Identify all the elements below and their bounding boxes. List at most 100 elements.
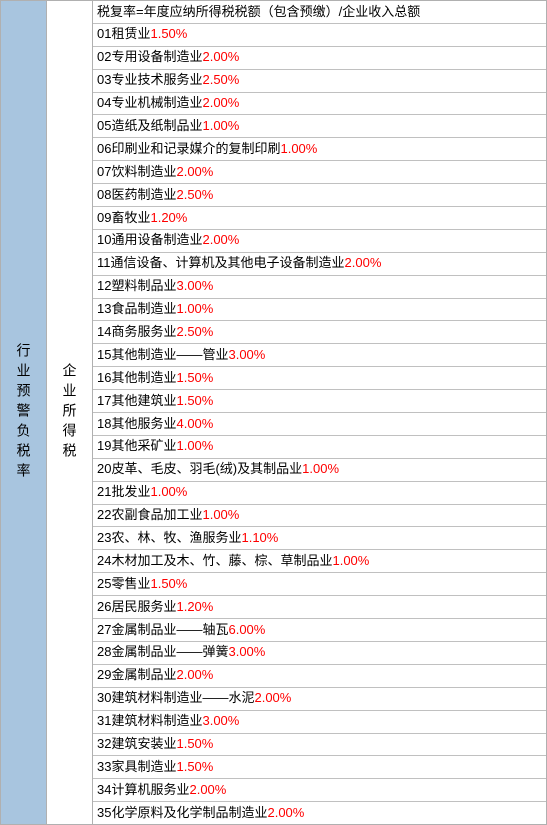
table-row: 06 印刷业和记录媒介的复制印刷 1.00% [93, 138, 546, 161]
table-row: 05 造纸及纸制品业 1.00% [93, 115, 546, 138]
tax-rate-percent: 1.00% [280, 141, 317, 158]
tax-rate-percent: 2.00% [176, 667, 213, 684]
industry-name: 专业机械制造业 [111, 95, 202, 112]
table-row: 07 饮料制造业 2.00% [93, 161, 546, 184]
industry-name: 金属制品业——弹簧 [111, 644, 228, 661]
table-row: 25 零售业 1.50% [93, 573, 546, 596]
industry-name: 商务服务业 [111, 324, 176, 341]
industry-name: 医药制造业 [111, 187, 176, 204]
row-number: 33 [97, 759, 111, 776]
industry-name: 饮料制造业 [111, 164, 176, 181]
tax-rate-percent: 1.10% [241, 530, 278, 547]
tax-rate-percent: 1.00% [332, 553, 369, 570]
industry-name: 其他服务业 [111, 416, 176, 433]
tax-rate-percent: 2.00% [189, 782, 226, 799]
industry-name: 专业技术服务业 [111, 72, 202, 89]
tax-rate-percent: 2.00% [254, 690, 291, 707]
tax-rate-percent: 3.00% [176, 278, 213, 295]
row-number: 12 [97, 278, 111, 295]
row-number: 26 [97, 599, 111, 616]
row-number: 06 [97, 141, 111, 158]
table-row: 18 其他服务业 4.00% [93, 413, 546, 436]
row-number: 24 [97, 553, 111, 570]
table-row: 09 畜牧业 1.20% [93, 207, 546, 230]
table-row: 21 批发业 1.00% [93, 482, 546, 505]
table-row: 34 计算机服务业 2.00% [93, 779, 546, 802]
row-number: 21 [97, 484, 111, 501]
industry-name: 木材加工及木、竹、藤、棕、草制品业 [111, 553, 332, 570]
table-row: 30 建筑材料制造业——水泥 2.00% [93, 688, 546, 711]
table-row: 24 木材加工及木、竹、藤、棕、草制品业 1.00% [93, 550, 546, 573]
table-row: 31 建筑材料制造业 3.00% [93, 711, 546, 734]
table-row: 13 食品制造业 1.00% [93, 299, 546, 322]
tax-rate-percent: 2.50% [202, 72, 239, 89]
industry-name: 金属制品业 [111, 667, 176, 684]
row-number: 30 [97, 690, 111, 707]
table-row: 01 租赁业 1.50% [93, 24, 546, 47]
industry-name: 其他建筑业 [111, 393, 176, 410]
row-number: 35 [97, 805, 111, 822]
table-row: 26 居民服务业 1.20% [93, 596, 546, 619]
table-row: 35 化学原料及化学制品制造业 2.00% [93, 802, 546, 824]
tax-rate-percent: 1.00% [202, 507, 239, 524]
table-row: 16 其他制造业 1.50% [93, 367, 546, 390]
row-number: 31 [97, 713, 111, 730]
tax-rate-percent: 1.00% [202, 118, 239, 135]
row-number: 07 [97, 164, 111, 181]
industry-name: 建筑材料制造业——水泥 [111, 690, 254, 707]
row-number: 01 [97, 26, 111, 43]
tax-rate-percent: 3.00% [228, 347, 265, 364]
formula-text: 税复率=年度应纳所得税税额（包含预缴）/企业收入总额 [97, 4, 420, 21]
row-number: 18 [97, 416, 111, 433]
row-number: 32 [97, 736, 111, 753]
row-number: 15 [97, 347, 111, 364]
table-row: 15 其他制造业——管业 3.00% [93, 344, 546, 367]
tax-rate-percent: 1.20% [150, 210, 187, 227]
row-number: 29 [97, 667, 111, 684]
table-row: 22 农副食品加工业 1.00% [93, 505, 546, 528]
tax-rate-percent: 2.00% [202, 49, 239, 66]
industry-name: 家具制造业 [111, 759, 176, 776]
tax-rate-table: 行业预警负税率 企业所得税 税复率=年度应纳所得税税额（包含预缴）/企业收入总额… [0, 0, 547, 825]
industry-name: 塑料制品业 [111, 278, 176, 295]
table-row: 14 商务服务业 2.50% [93, 321, 546, 344]
industry-name: 通用设备制造业 [111, 232, 202, 249]
tax-rate-percent: 1.50% [176, 370, 213, 387]
formula-header-row: 税复率=年度应纳所得税税额（包含预缴）/企业收入总额 [93, 1, 546, 24]
industry-name: 食品制造业 [111, 301, 176, 318]
tax-rate-percent: 2.50% [176, 187, 213, 204]
row-number: 20 [97, 461, 111, 478]
industry-name: 化学原料及化学制品制造业 [111, 805, 267, 822]
table-row: 04 专业机械制造业 2.00% [93, 93, 546, 116]
industry-name: 零售业 [111, 576, 150, 593]
industry-name: 其他采矿业 [111, 438, 176, 455]
table-row: 33 家具制造业 1.50% [93, 756, 546, 779]
tax-rate-percent: 2.50% [176, 324, 213, 341]
table-row: 12 塑料制品业 3.00% [93, 276, 546, 299]
table-row: 32 建筑安装业 1.50% [93, 734, 546, 757]
row-number: 14 [97, 324, 111, 341]
industry-name: 建筑安装业 [111, 736, 176, 753]
row-number: 23 [97, 530, 111, 547]
row-number: 09 [97, 210, 111, 227]
tax-rate-percent: 4.00% [176, 416, 213, 433]
row-number: 03 [97, 72, 111, 89]
tax-rate-percent: 1.00% [302, 461, 339, 478]
tax-rate-percent: 1.00% [176, 301, 213, 318]
industry-name: 印刷业和记录媒介的复制印刷 [111, 141, 280, 158]
table-row: 10 通用设备制造业 2.00% [93, 230, 546, 253]
table-row: 02 专用设备制造业 2.00% [93, 47, 546, 70]
data-column: 税复率=年度应纳所得税税额（包含预缴）/企业收入总额 01 租赁业 1.50%0… [93, 1, 546, 824]
industry-name: 金属制品业——轴瓦 [111, 622, 228, 639]
row-number: 04 [97, 95, 111, 112]
tax-rate-percent: 1.20% [176, 599, 213, 616]
industry-name: 批发业 [111, 484, 150, 501]
row-number: 10 [97, 232, 111, 249]
row-number: 25 [97, 576, 111, 593]
tax-rate-percent: 1.00% [150, 484, 187, 501]
tax-rate-percent: 2.00% [202, 95, 239, 112]
industry-name: 皮革、毛皮、羽毛(绒)及其制品业 [111, 461, 302, 478]
industry-name: 农副食品加工业 [111, 507, 202, 524]
tax-rate-percent: 3.00% [202, 713, 239, 730]
table-row: 23 农、林、牧、渔服务业 1.10% [93, 527, 546, 550]
